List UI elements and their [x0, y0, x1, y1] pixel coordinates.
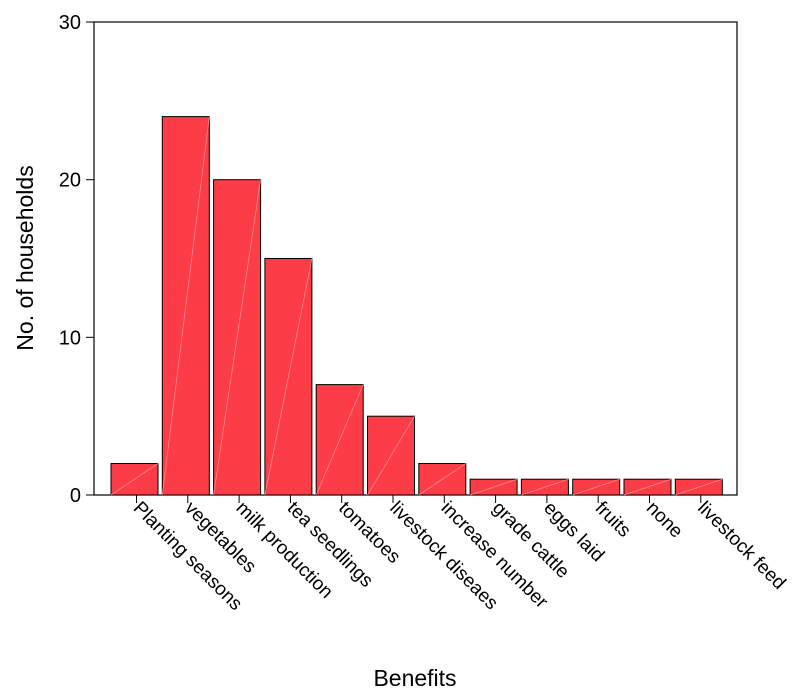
bar-highlight-none	[623, 478, 672, 496]
x-tick-label-fruits: fruits	[591, 498, 635, 542]
bar-highlight-milk-production	[213, 179, 261, 496]
bar-highlight-vegetables	[161, 116, 210, 496]
bar-highlight-planting-seasons	[110, 463, 159, 496]
bar-highlight-increase-number	[418, 463, 467, 496]
x-axis-title: Benefits	[373, 665, 456, 691]
y-tick-label-0: 0	[70, 485, 81, 507]
y-axis-title: No. of households	[12, 165, 38, 350]
bar-highlight-livestock-feed	[675, 478, 723, 496]
bar-highlight-eggs-laid	[521, 478, 569, 496]
bar-highlight-grade-cattle	[469, 478, 518, 496]
bar-highlight-livestock-diseaes	[367, 415, 415, 496]
bar-highlight-tomatoes	[315, 384, 364, 496]
x-tick-label-livestock-feed: livestock feed	[693, 498, 789, 594]
y-axis-ticks: 0 10 20 30	[59, 12, 94, 507]
x-tick-label-none: none	[642, 498, 687, 543]
y-tick-label-30: 30	[59, 12, 81, 34]
y-tick-label-10: 10	[59, 327, 81, 349]
y-tick-label-20: 20	[59, 170, 81, 192]
bar-highlight-tea-seedlings	[264, 258, 313, 496]
plot-frame	[93, 21, 738, 496]
bar-highlight-fruits	[572, 478, 620, 496]
bars-group	[110, 116, 723, 496]
